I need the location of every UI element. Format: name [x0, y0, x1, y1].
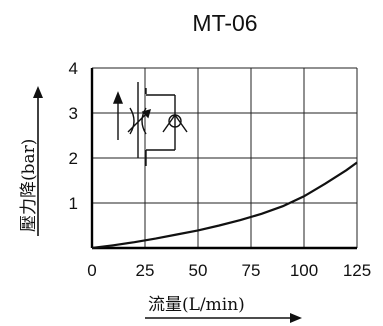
- x-axis-label-group: 流量(L/min): [145, 295, 302, 323]
- x-tick-label: 75: [242, 261, 261, 280]
- x-tick-label: 100: [290, 261, 318, 280]
- series-line: [91, 161, 358, 250]
- x-tick-label: 0: [87, 261, 96, 280]
- x-tick-labels: 0 25 50 75 100 125: [87, 261, 371, 280]
- x-axis-label: 流量(L/min): [148, 295, 245, 315]
- x-tick-label: 50: [189, 261, 208, 280]
- plot-frame: [90, 68, 357, 250]
- y-axis-arrow-icon: [33, 86, 43, 98]
- y-tick-label: 4: [69, 59, 78, 78]
- chart-title: MT-06: [192, 10, 257, 36]
- y-tick-label: 1: [69, 194, 78, 213]
- y-axis-label-group: 壓力降(bar): [19, 86, 43, 236]
- grid-lines: [91, 67, 358, 248]
- x-axis-arrow-icon: [290, 313, 302, 323]
- y-axis-label: 壓力降(bar): [19, 139, 39, 232]
- x-tick-label: 25: [136, 261, 155, 280]
- check-valve-with-throttle-symbol: [112, 82, 188, 166]
- y-tick-labels: 1 2 3 4: [69, 59, 78, 213]
- y-tick-label: 3: [69, 104, 78, 123]
- x-tick-label: 125: [343, 261, 371, 280]
- y-tick-label: 2: [69, 149, 78, 168]
- series-layer: [91, 161, 358, 250]
